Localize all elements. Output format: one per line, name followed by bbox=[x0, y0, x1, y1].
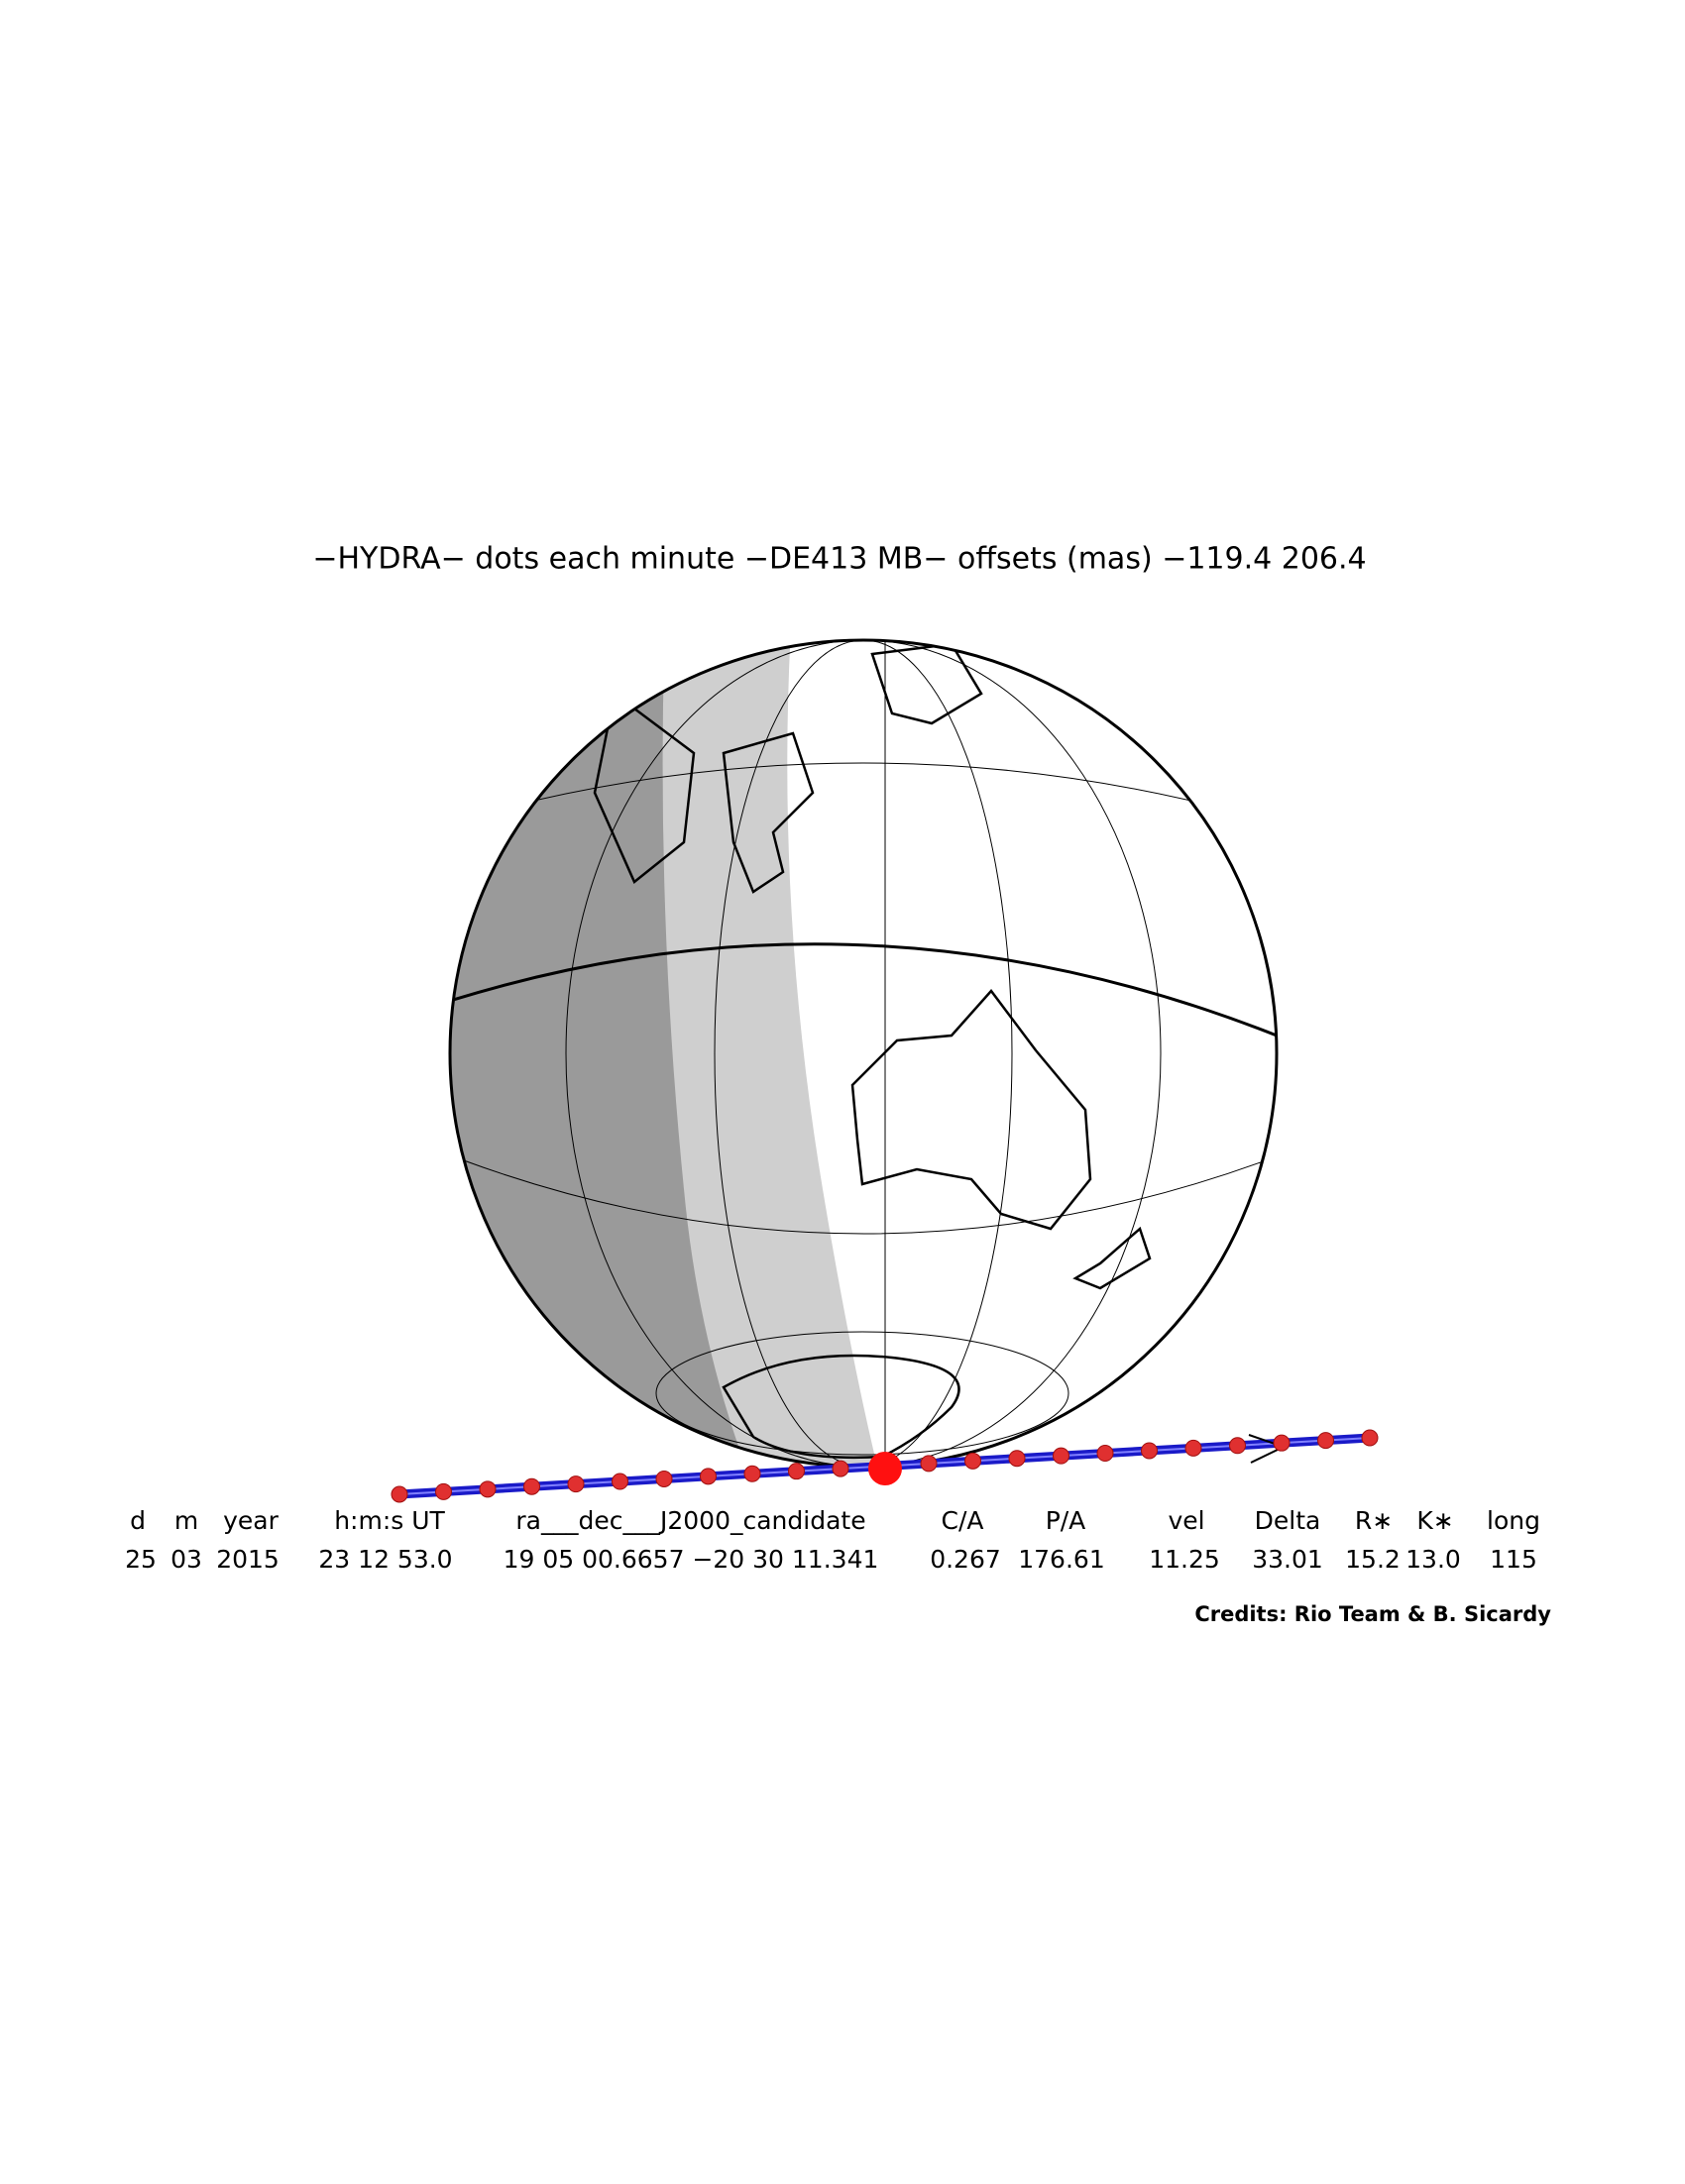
minute-dot bbox=[788, 1463, 805, 1480]
minute-dot bbox=[1317, 1432, 1334, 1450]
column-header: R∗ bbox=[1355, 1506, 1393, 1535]
column-header: ra___dec___J2000_candidate bbox=[515, 1506, 865, 1535]
table-cell: 23 12 53.0 bbox=[318, 1545, 452, 1574]
minute-dot bbox=[832, 1460, 849, 1477]
column-header: d bbox=[130, 1506, 146, 1535]
table-cell: 0.267 bbox=[930, 1545, 1001, 1574]
minute-dot bbox=[655, 1470, 673, 1487]
minute-dot bbox=[1184, 1439, 1202, 1457]
event-table: d m year h:m:s UT ra___dec___J2000_candidate… bbox=[125, 1506, 1540, 1574]
minute-dot bbox=[1273, 1434, 1291, 1452]
table-cell: 33.01 bbox=[1252, 1545, 1323, 1574]
minute-dot bbox=[435, 1482, 452, 1500]
credits: Credits: Rio Team & B. Sicardy bbox=[1194, 1602, 1551, 1626]
table-cell: 15.2 bbox=[1345, 1545, 1401, 1574]
minute-dot bbox=[1229, 1437, 1246, 1455]
table-cell: 2015 bbox=[216, 1545, 280, 1574]
minute-dot bbox=[743, 1465, 761, 1482]
column-header: K∗ bbox=[1416, 1506, 1453, 1535]
minute-dot bbox=[479, 1480, 497, 1498]
minute-dot bbox=[1361, 1429, 1379, 1447]
minute-dot bbox=[964, 1452, 981, 1470]
column-header: year bbox=[223, 1506, 279, 1535]
table-cell: 03 bbox=[170, 1545, 202, 1574]
column-header: P/A bbox=[1046, 1506, 1086, 1535]
column-header: Delta bbox=[1255, 1506, 1321, 1535]
column-header: vel bbox=[1168, 1506, 1204, 1535]
minute-dot bbox=[391, 1485, 408, 1503]
minute-dot bbox=[1008, 1450, 1026, 1468]
minute-dot bbox=[1096, 1445, 1114, 1463]
table-cell: 115 bbox=[1490, 1545, 1537, 1574]
column-header: long bbox=[1487, 1506, 1540, 1535]
minute-dot bbox=[920, 1455, 938, 1473]
map-title: −HYDRA− dots each minute −DE413 MB− offs… bbox=[312, 542, 1366, 577]
minute-dot bbox=[612, 1473, 628, 1490]
column-header: m bbox=[174, 1506, 198, 1535]
closest-approach bbox=[868, 1452, 902, 1485]
table-cell: 11.25 bbox=[1149, 1545, 1220, 1574]
minute-dot bbox=[700, 1468, 717, 1485]
table-cell: 13.0 bbox=[1405, 1545, 1461, 1574]
globe bbox=[448, 638, 1279, 1469]
equator bbox=[450, 942, 1277, 1037]
minute-dot bbox=[523, 1477, 540, 1495]
minute-dot bbox=[1053, 1447, 1069, 1465]
minute-dot bbox=[567, 1475, 585, 1493]
occultation-track bbox=[391, 1429, 1379, 1503]
column-header: h:m:s UT bbox=[334, 1506, 445, 1535]
table-cell: 19 05 00.6657 −20 30 11.341 bbox=[504, 1545, 879, 1574]
table-cell: 25 bbox=[125, 1545, 157, 1574]
table-cell: 176.61 bbox=[1018, 1545, 1104, 1574]
column-header: C/A bbox=[942, 1506, 984, 1535]
minute-dot bbox=[1141, 1442, 1158, 1460]
